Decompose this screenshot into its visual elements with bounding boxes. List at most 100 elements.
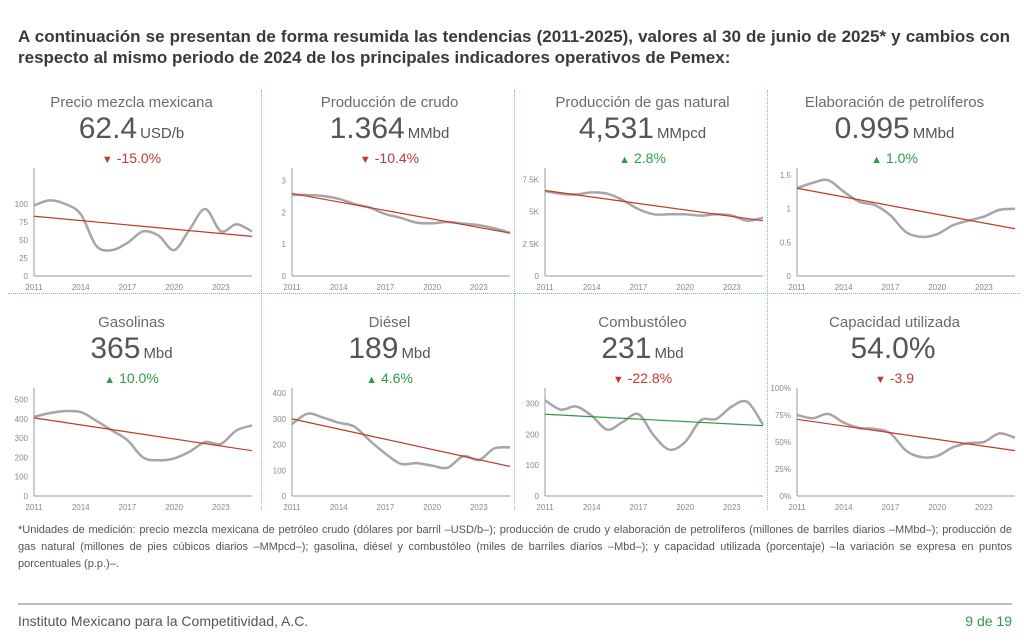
y-tick-label: 25: [19, 254, 28, 263]
y-tick-label: 50%: [775, 438, 791, 447]
series-line: [33, 409, 253, 462]
y-tick-label: 400: [273, 389, 287, 398]
footer-organization: Instituto Mexicano para la Competitivida…: [18, 613, 309, 629]
series-line: [796, 412, 1016, 459]
change-row: ▼ -15.0%: [4, 150, 259, 166]
indicator-card: Precio mezcla mexicana 62.4 USD/b ▼ -15.0% 0 2…: [4, 90, 259, 298]
y-tick-label: 0: [24, 492, 29, 501]
y-tick-label: 500: [15, 396, 29, 405]
indicator-unit: MMbd: [912, 125, 955, 142]
x-tick-label: 2014: [835, 503, 853, 512]
series-line: [544, 399, 765, 452]
change-value: 2.8%: [633, 150, 666, 166]
change-row: ▲ 1.0%: [767, 150, 1022, 166]
arrow-up-icon: ▲: [871, 154, 882, 166]
indicator-card: Combustóleo 231 Mbd ▼ -22.8% 0 100 200 300 2011 20…: [515, 310, 770, 518]
indicator-card: Gasolinas 365 Mbd ▲ 10.0% 0 100 200 300 400 500 201…: [4, 310, 259, 518]
x-tick-label: 2011: [283, 503, 301, 512]
indicator-value: 54.0%: [850, 332, 936, 365]
x-tick-label: 2014: [835, 283, 853, 292]
y-tick-label: 0: [787, 272, 792, 281]
indicator-card: Producción de crudo 1.364 MMbd ▼ -10.4% 0 1 2 3 2…: [262, 90, 517, 298]
x-tick-label: 2020: [676, 283, 694, 292]
change-value: 1.0%: [885, 150, 918, 166]
indicator-unit: Mbd: [401, 345, 431, 362]
indicator-value-row: 54.0%: [767, 332, 1022, 366]
trend-line: [33, 215, 253, 237]
indicator-value-row: 62.4 USD/b: [4, 112, 259, 146]
change-row: ▲ 4.6%: [262, 370, 517, 386]
change-row: ▼ -3.9: [767, 370, 1022, 386]
x-tick-label: 2014: [72, 283, 90, 292]
divider-vertical: [514, 90, 515, 510]
divider-vertical: [261, 90, 262, 510]
x-tick-label: 2017: [882, 283, 900, 292]
x-tick-label: 2020: [928, 503, 946, 512]
y-tick-label: 0: [535, 272, 540, 281]
y-tick-label: 300: [526, 399, 540, 408]
indicator-unit: USD/b: [140, 125, 185, 142]
x-tick-label: 2017: [377, 283, 395, 292]
y-tick-label: 300: [15, 434, 29, 443]
trend-chart: 0% 25% 50% 75% 100% 2011 2014 2017 2020 2023: [771, 384, 1016, 512]
y-tick-label: 25%: [775, 465, 791, 474]
indicator-card: Elaboración de petrolíferos 0.995 MMbd ▲ 1.0…: [767, 90, 1022, 298]
y-tick-label: 100%: [771, 384, 791, 393]
y-tick-label: 3: [282, 177, 287, 186]
indicator-value-row: 189 Mbd: [262, 332, 517, 366]
x-tick-label: 2017: [119, 283, 137, 292]
x-tick-label: 2017: [630, 283, 648, 292]
indicator-value-row: 1.364 MMbd: [262, 112, 517, 146]
change-row: ▼ -22.8%: [515, 370, 770, 386]
y-tick-label: 200: [15, 453, 29, 462]
y-tick-label: 7.5K: [523, 176, 540, 185]
x-tick-label: 2017: [119, 503, 137, 512]
y-tick-label: 100: [15, 200, 29, 209]
indicator-value: 1.364: [329, 112, 405, 145]
x-tick-label: 2011: [283, 283, 301, 292]
x-tick-label: 2014: [330, 503, 348, 512]
trend-chart: 0 2.5K 5K 7.5K 2011 2014 2017 2020 2023: [523, 168, 764, 292]
y-tick-label: 100: [15, 473, 29, 482]
trend-line: [544, 189, 764, 222]
x-tick-label: 2017: [882, 503, 900, 512]
indicator-value-row: 365 Mbd: [4, 332, 259, 366]
divider-vertical: [767, 90, 768, 510]
y-tick-label: 1: [787, 205, 792, 214]
series-line: [796, 178, 1016, 239]
indicator-name: Producción de gas natural: [555, 94, 730, 111]
indicator-card: Capacidad utilizada 54.0% ▼ -3.9 0% 25% 50% 75%…: [767, 310, 1022, 518]
x-tick-label: 2011: [536, 283, 554, 292]
x-tick-label: 2023: [212, 503, 230, 512]
x-tick-label: 2023: [470, 283, 488, 292]
indicator-value-row: 0.995 MMbd: [767, 112, 1022, 146]
x-tick-label: 2011: [788, 283, 806, 292]
indicator-name: Diésel: [368, 314, 411, 331]
y-tick-label: 1: [282, 240, 287, 249]
x-tick-label: 2020: [165, 503, 183, 512]
y-tick-label: 200: [526, 430, 540, 439]
y-tick-label: 200: [273, 441, 287, 450]
page-number: 9 de 19: [965, 613, 1012, 629]
indicator-value: 62.4: [78, 112, 138, 145]
y-tick-label: 0%: [779, 492, 791, 501]
x-tick-label: 2011: [25, 283, 43, 292]
x-tick-label: 2014: [72, 503, 90, 512]
x-tick-label: 2017: [630, 503, 648, 512]
trend-chart: 0 1 2 3 2011 2014 2017 2020 2023: [282, 168, 511, 292]
indicator-card: Producción de gas natural 4,531 MMpcd ▲ 2.8%…: [515, 90, 770, 298]
x-tick-label: 2023: [212, 283, 230, 292]
trend-line: [544, 413, 764, 427]
arrow-down-icon: ▼: [612, 374, 624, 386]
y-tick-label: 2.5K: [523, 240, 540, 249]
trend-line: [291, 192, 511, 234]
change-row: ▼ -10.4%: [262, 150, 517, 166]
page-title: A continuación se presentan de forma res…: [18, 27, 1010, 67]
trend-line: [796, 418, 1016, 452]
arrow-down-icon: ▼: [101, 154, 113, 166]
indicator-value: 231: [601, 332, 652, 365]
y-tick-label: 50: [19, 236, 28, 245]
indicator-value: 4,531: [578, 112, 654, 145]
change-row: ▲ 2.8%: [515, 150, 770, 166]
trend-line: [796, 187, 1016, 230]
